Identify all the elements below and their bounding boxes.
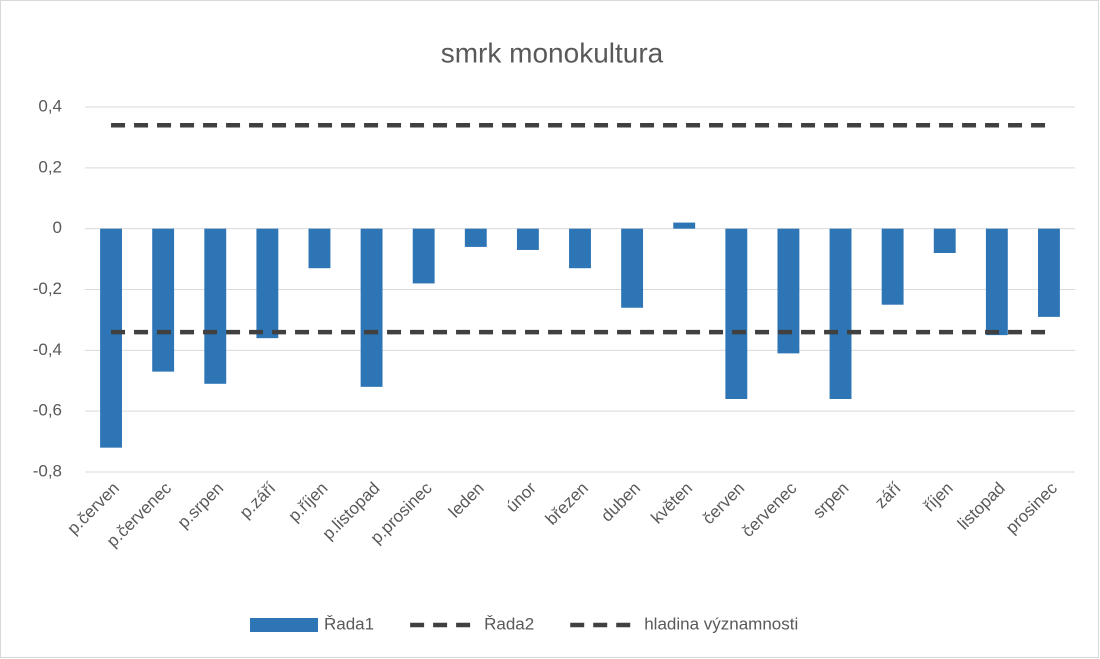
chart-title: smrk monokultura [441, 37, 664, 68]
bar [256, 228, 279, 339]
bar [204, 228, 227, 384]
bar [412, 228, 435, 284]
bar [464, 228, 487, 247]
bar [569, 228, 591, 269]
bar [881, 228, 904, 305]
y-tick-label: -0,2 [33, 279, 62, 298]
y-tick-label: -0,6 [33, 401, 62, 420]
bar [516, 228, 539, 250]
bar [985, 228, 1008, 336]
y-tick-label: -0,8 [33, 461, 62, 480]
y-tick-label: 0 [53, 218, 62, 237]
bar [621, 228, 644, 308]
bar [100, 228, 122, 448]
y-tick-label: -0,4 [33, 340, 62, 359]
bar [308, 228, 331, 269]
bar [152, 228, 175, 372]
bar [1038, 228, 1060, 317]
legend-label: hladina významnosti [644, 614, 798, 633]
y-tick-label: 0,4 [38, 96, 62, 115]
bar [933, 228, 956, 253]
bar [360, 228, 383, 387]
legend-label: Řada2 [484, 614, 534, 633]
y-tick-label: 0,2 [38, 157, 62, 176]
bar [777, 228, 800, 354]
bar [725, 228, 748, 399]
bar [673, 222, 696, 229]
bar [829, 228, 852, 399]
legend-label: Řada1 [324, 614, 374, 633]
legend-swatch [250, 618, 318, 632]
